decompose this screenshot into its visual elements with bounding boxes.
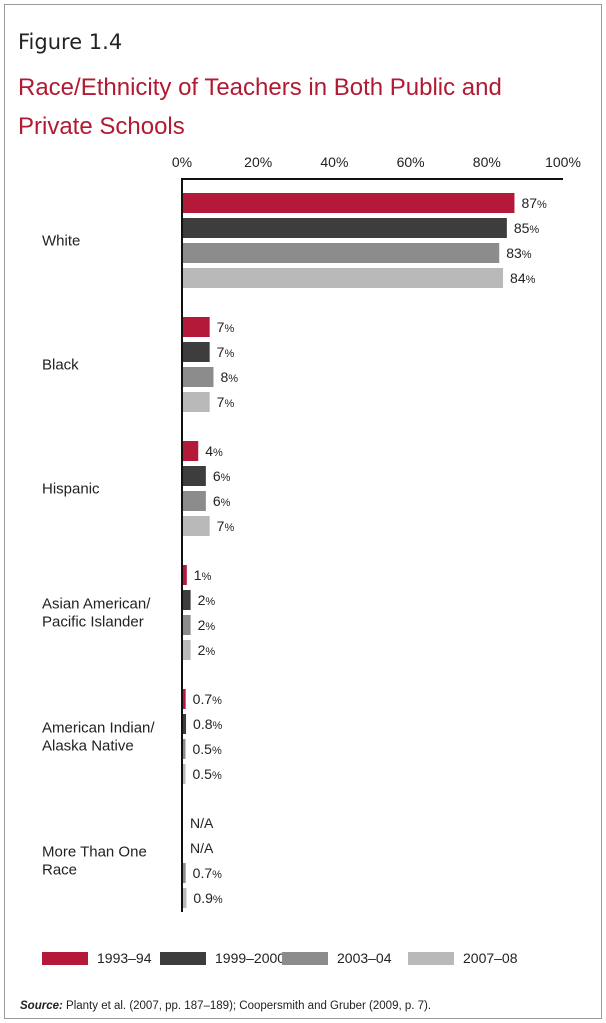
data-label: 0.7% (193, 865, 222, 881)
bar (183, 317, 210, 337)
legend-swatch (160, 952, 206, 965)
data-label: 85% (514, 220, 540, 236)
bar (183, 268, 504, 288)
data-label: 0.5% (193, 766, 222, 782)
source-note: Source: Planty et al. (2007, pp. 187–189… (20, 1000, 431, 1012)
data-label: 84% (510, 270, 536, 286)
data-label: 0.8% (193, 716, 222, 732)
x-tick-label: 0% (172, 154, 192, 170)
category-label: Black (42, 357, 79, 374)
bar (183, 367, 214, 387)
bar (183, 689, 186, 709)
value-labels: 87% 85% 83% 84% 7% 7% 8% 7% 4% 6% 6% 7% 1% 2% 2% 2% 0.7%… (190, 195, 547, 906)
legend: 1993–94 1999–2000 2003–04 2007–08 (42, 950, 518, 966)
data-label: 83% (506, 245, 532, 261)
bar (183, 466, 206, 486)
legend-swatch (42, 952, 88, 965)
bar (183, 243, 500, 263)
category-labels: White Black Hispanic Asian American/Pacific… (42, 233, 155, 879)
bar (183, 193, 515, 213)
data-label: 87% (521, 195, 547, 211)
category-label: Hispanic (42, 481, 100, 498)
x-tick-label: 40% (320, 154, 348, 170)
bar (183, 590, 191, 610)
data-label: 2% (198, 617, 216, 633)
data-label: N/A (190, 815, 214, 831)
data-label: 4% (205, 443, 223, 459)
x-tick-label: 60% (397, 154, 425, 170)
data-label: 1% (194, 567, 212, 583)
source-label: Source: (20, 1000, 63, 1012)
source-text: Planty et al. (2007, pp. 187–189); Coope… (66, 1000, 432, 1012)
data-label: 0.7% (193, 691, 222, 707)
data-label: 2% (198, 642, 216, 658)
bar (183, 640, 191, 660)
category-label: Asian American/Pacific Islander (42, 596, 151, 631)
data-label: 8% (220, 369, 238, 385)
data-label: 0.9% (193, 890, 222, 906)
bar (183, 516, 210, 536)
legend-label: 2003–04 (337, 950, 392, 966)
data-label: 0.5% (193, 741, 222, 757)
legend-label: 1999–2000 (215, 950, 285, 966)
bar (183, 615, 191, 635)
x-axis-ticks: 0% 20% 40% 60% 80% 100% (172, 154, 581, 170)
bar (183, 888, 187, 908)
bar (183, 218, 507, 238)
bar (183, 739, 186, 759)
data-label: 6% (213, 468, 231, 484)
data-label: 7% (217, 394, 235, 410)
bar (183, 342, 210, 362)
x-tick-label: 80% (473, 154, 501, 170)
legend-swatch (282, 952, 328, 965)
data-label: 7% (217, 319, 235, 335)
data-label: 2% (198, 592, 216, 608)
data-label: 7% (217, 344, 235, 360)
data-label: 6% (213, 493, 231, 509)
category-label: More Than One Race (42, 844, 147, 879)
category-label: American Indian/Alaska Native (42, 720, 155, 755)
legend-swatch (408, 952, 454, 965)
bar (183, 764, 186, 784)
axes (181, 178, 563, 912)
figure-label: Figure 1.4 (18, 30, 123, 54)
bar (183, 441, 199, 461)
chart-title: Race/Ethnicity of Teachers in Both Publi… (18, 74, 502, 140)
legend-label: 2007–08 (463, 950, 518, 966)
x-tick-label: 20% (244, 154, 272, 170)
bar (183, 714, 187, 734)
category-label: White (42, 233, 80, 250)
legend-label: 1993–94 (97, 950, 152, 966)
data-label: 7% (217, 518, 235, 534)
data-label: N/A (190, 840, 214, 856)
bar (183, 491, 206, 511)
bar (183, 392, 210, 412)
bar (183, 863, 186, 883)
bar (183, 565, 187, 585)
bars (183, 193, 515, 908)
figure-frame (4, 4, 602, 1019)
x-tick-label: 100% (545, 154, 581, 170)
